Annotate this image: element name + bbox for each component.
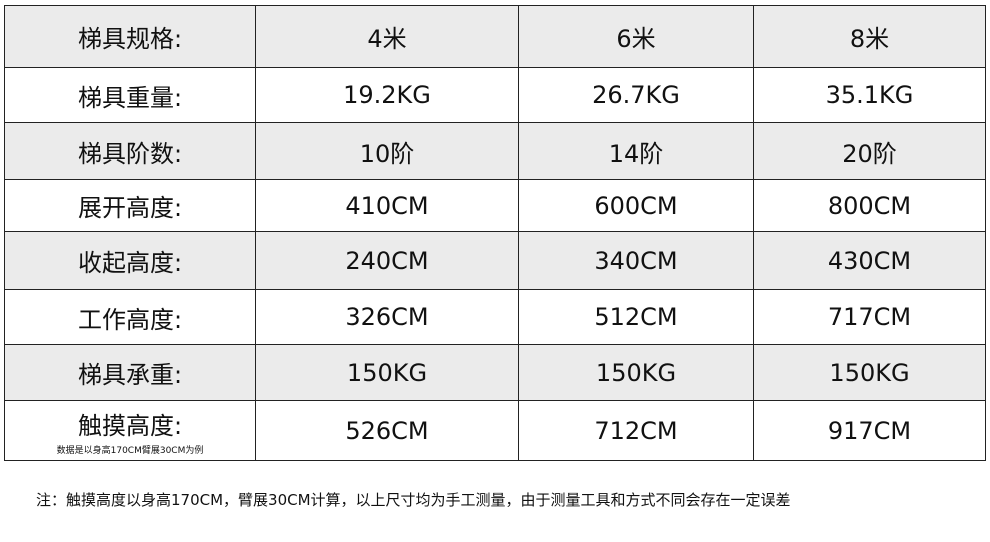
row-label: 工作高度: [4,289,256,345]
cell-value: 512CM [518,289,754,345]
table-row: 梯具承重: 150KG 150KG 150KG [4,344,986,401]
row-label: 梯具阶数: [4,122,256,180]
footnote: 注：触摸高度以身高170CM，臂展30CM计算，以上尺寸均为手工测量，由于测量工… [36,491,791,509]
spec-table: 梯具规格: 4米 6米 8米 梯具重量: 19.2KG 26.7KG 35.1KG 梯具阶数: 1… [4,5,986,461]
row-label: 梯具重量: [4,67,256,123]
cell-value: 19.2KG [255,67,519,123]
cell-value: 240CM [255,231,519,290]
table-row: 梯具重量: 19.2KG 26.7KG 35.1KG [4,67,986,123]
row-label: 收起高度: [4,231,256,290]
cell-value: 14阶 [518,122,754,180]
table-row: 梯具规格: 4米 6米 8米 [4,5,986,68]
cell-value: 20阶 [753,122,986,180]
cell-value: 4米 [255,5,519,68]
cell-value: 10阶 [255,122,519,180]
row-sublabel: 数据是以身高170CM臂展30CM为例 [56,445,204,456]
cell-value: 800CM [753,179,986,232]
cell-value: 717CM [753,289,986,345]
table-row: 收起高度: 240CM 340CM 430CM [4,231,986,290]
cell-value: 35.1KG [753,67,986,123]
cell-value: 26.7KG [518,67,754,123]
table-row: 工作高度: 326CM 512CM 717CM [4,289,986,345]
cell-value: 150KG [518,344,754,401]
cell-value: 526CM [255,400,519,461]
cell-value: 340CM [518,231,754,290]
row-label: 展开高度: [4,179,256,232]
cell-value: 150KG [255,344,519,401]
cell-value: 600CM [518,179,754,232]
cell-value: 150KG [753,344,986,401]
row-label: 梯具规格: [4,5,256,68]
cell-value: 410CM [255,179,519,232]
table-row: 展开高度: 410CM 600CM 800CM [4,179,986,232]
cell-value: 6米 [518,5,754,68]
table-row: 梯具阶数: 10阶 14阶 20阶 [4,122,986,180]
cell-value: 430CM [753,231,986,290]
table-row: 触摸高度: 数据是以身高170CM臂展30CM为例 526CM 712CM 917CM [4,400,986,461]
row-label: 梯具承重: [4,344,256,401]
row-label: 触摸高度: 数据是以身高170CM臂展30CM为例 [4,400,256,461]
cell-value: 917CM [753,400,986,461]
cell-value: 8米 [753,5,986,68]
cell-value: 326CM [255,289,519,345]
cell-value: 712CM [518,400,754,461]
